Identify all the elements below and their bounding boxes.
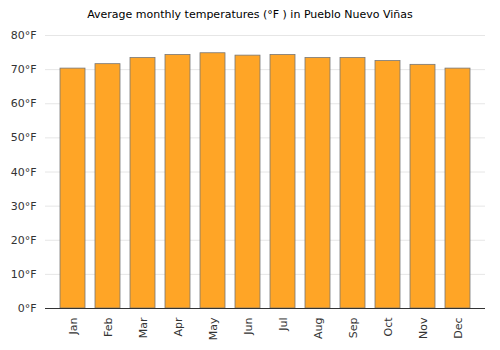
svg-text:Jan: Jan	[67, 317, 80, 335]
svg-text:Mar: Mar	[137, 317, 150, 338]
svg-text:Nov: Nov	[417, 317, 430, 339]
svg-text:0°F: 0°F	[18, 302, 37, 315]
svg-text:Apr: Apr	[172, 317, 185, 337]
svg-text:Dec: Dec	[452, 318, 465, 339]
svg-text:60°F: 60°F	[11, 97, 37, 110]
svg-text:May: May	[207, 317, 220, 340]
svg-text:Jul: Jul	[277, 318, 290, 332]
svg-text:Aug: Aug	[312, 318, 325, 339]
svg-text:Sep: Sep	[347, 317, 360, 338]
svg-text:10°F: 10°F	[11, 268, 37, 281]
svg-text:50°F: 50°F	[11, 131, 37, 144]
svg-text:Feb: Feb	[102, 317, 115, 336]
svg-text:Oct: Oct	[382, 317, 395, 337]
svg-text:20°F: 20°F	[11, 234, 37, 247]
svg-text:30°F: 30°F	[11, 200, 37, 213]
html-text:Average monthly temperatures (: Average monthly temperatures (°F ) in Pu…	[87, 8, 413, 21]
svg-text:40°F: 40°F	[11, 166, 37, 179]
svg-text:80°F: 80°F	[11, 29, 37, 42]
svg-text:70°F: 70°F	[11, 63, 37, 76]
svg-text:Jun: Jun	[242, 317, 255, 335]
